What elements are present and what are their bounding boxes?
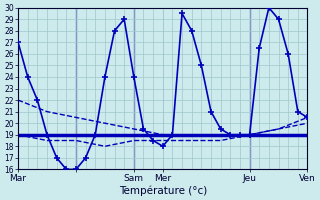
X-axis label: Température (°c): Température (°c) — [119, 185, 207, 196]
